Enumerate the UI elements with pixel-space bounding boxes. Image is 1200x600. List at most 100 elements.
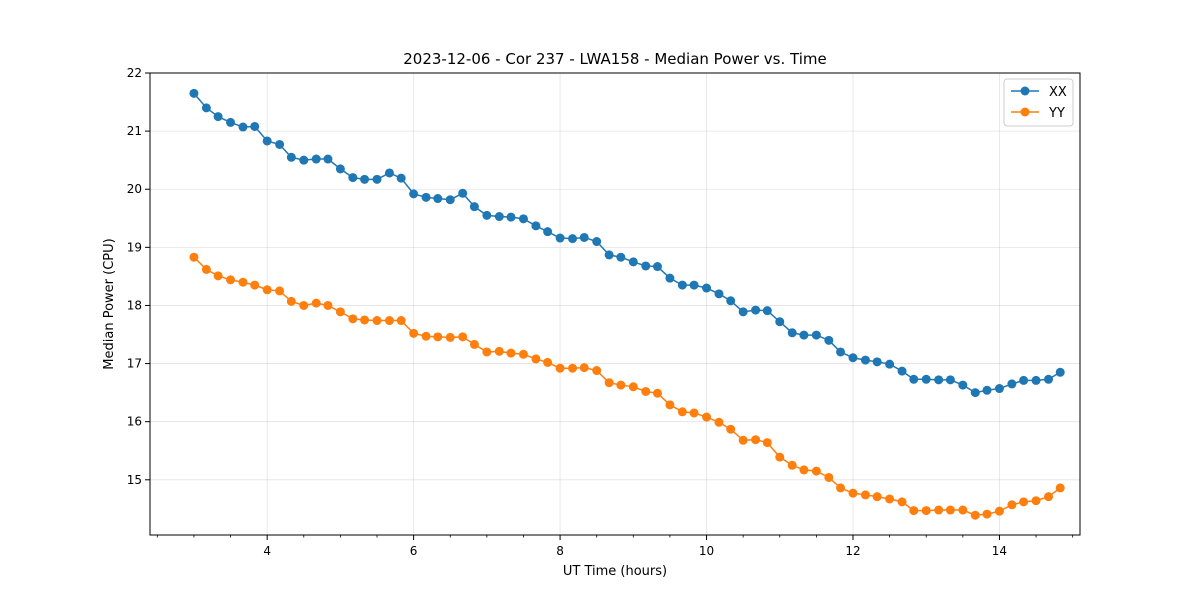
data-point-yy [909, 506, 919, 516]
data-point-xx [726, 296, 736, 306]
series-yy [189, 252, 1065, 520]
data-point-xx [994, 384, 1004, 394]
legend-label-yy: YY [1048, 106, 1065, 121]
data-point-xx [1007, 379, 1017, 389]
data-point-xx [568, 234, 578, 244]
data-point-xx [311, 154, 321, 164]
data-point-xx [652, 262, 662, 272]
data-point-yy [945, 505, 955, 515]
data-point-xx [226, 117, 236, 127]
y-tick-label: 16 [127, 415, 142, 429]
data-point-yy [286, 296, 296, 306]
data-point-xx [275, 139, 285, 149]
x-tick-label: 14 [992, 544, 1007, 558]
data-point-yy [592, 366, 602, 376]
y-tick-label: 22 [127, 66, 142, 80]
data-point-xx [970, 388, 980, 398]
data-point-yy [641, 386, 651, 396]
data-point-yy [433, 332, 443, 342]
data-point-yy [775, 452, 785, 462]
data-point-xx [775, 317, 785, 327]
data-point-xx [592, 237, 602, 247]
data-point-xx [335, 164, 345, 174]
data-point-yy [799, 465, 809, 475]
data-point-yy [506, 348, 516, 358]
data-point-xx [421, 192, 431, 202]
data-point-xx [934, 375, 944, 385]
data-point-yy [250, 280, 260, 290]
data-point-xx [897, 366, 907, 376]
data-point-xx [409, 189, 419, 199]
data-point-xx [641, 261, 651, 271]
legend-label-xx: XX [1049, 85, 1067, 100]
data-point-yy [299, 300, 309, 310]
data-point-xx [872, 357, 882, 367]
data-point-xx [518, 214, 528, 224]
data-point-yy [201, 264, 211, 274]
data-point-yy [1007, 500, 1017, 510]
data-point-yy [958, 505, 968, 515]
data-point-xx [482, 210, 492, 220]
data-point-xx [348, 173, 358, 183]
data-point-xx [616, 252, 626, 262]
data-point-yy [360, 315, 370, 325]
data-point-yy [421, 331, 431, 341]
data-point-yy [568, 363, 578, 373]
data-point-xx [360, 174, 370, 184]
y-tick-label: 18 [127, 298, 142, 312]
legend-marker-xx [1020, 86, 1030, 96]
data-point-xx [213, 112, 223, 122]
data-point-yy [555, 363, 565, 373]
x-tick-label: 12 [845, 544, 860, 558]
data-point-xx [677, 280, 687, 290]
data-point-xx [189, 88, 199, 98]
data-point-xx [579, 232, 589, 242]
data-point-xx [665, 273, 675, 283]
data-point-xx [433, 194, 443, 204]
data-point-yy [262, 285, 272, 295]
data-point-xx [885, 359, 895, 369]
data-point-yy [469, 339, 479, 349]
data-point-yy [482, 347, 492, 357]
data-point-yy [811, 466, 821, 476]
data-point-xx [1044, 374, 1054, 384]
data-point-xx [787, 328, 797, 338]
data-point-xx [811, 330, 821, 340]
x-tick-label: 10 [699, 544, 714, 558]
data-point-yy [934, 505, 944, 515]
y-tick-label: 21 [127, 124, 142, 138]
data-point-xx [323, 154, 333, 164]
data-point-xx [555, 233, 565, 243]
data-point-xx [262, 136, 272, 146]
data-point-xx [714, 289, 724, 299]
data-point-yy [323, 300, 333, 310]
data-point-yy [226, 275, 236, 285]
legend: XX YY [1003, 78, 1074, 127]
data-point-xx [299, 155, 309, 165]
x-tick-label: 4 [263, 544, 271, 558]
data-point-yy [994, 506, 1004, 516]
data-point-yy [872, 492, 882, 502]
data-point-yy [982, 509, 992, 519]
data-point-yy [543, 357, 553, 367]
data-point-xx [201, 103, 211, 113]
y-tick-label: 17 [127, 357, 142, 371]
data-point-yy [738, 435, 748, 445]
y-tick-label: 15 [127, 473, 142, 487]
data-point-yy [836, 483, 846, 493]
data-point-yy [677, 407, 687, 417]
data-point-yy [885, 494, 895, 504]
data-point-xx [1031, 375, 1041, 385]
data-point-yy [921, 506, 931, 516]
data-point-yy [494, 346, 504, 356]
data-point-yy [689, 408, 699, 418]
data-point-yy [702, 412, 712, 422]
data-point-xx [531, 221, 541, 231]
data-point-yy [787, 460, 797, 470]
data-point-xx [738, 307, 748, 317]
x-axis-label: UT Time (hours) [563, 564, 667, 579]
data-point-xx [848, 353, 858, 363]
data-point-yy [824, 472, 834, 482]
data-point-yy [970, 510, 980, 520]
y-axis-label: Median Power (CPU) [102, 238, 117, 369]
